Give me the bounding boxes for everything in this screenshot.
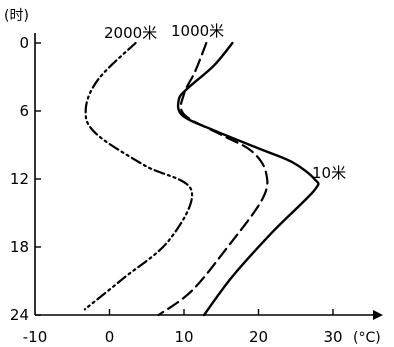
series-lines — [83, 41, 320, 317]
y-tick-label: 12 — [10, 170, 29, 188]
y-tick-label: 0 — [19, 34, 29, 52]
x-tick-label: 0 — [105, 328, 115, 346]
labels: 0 6 12 18 24 -10 0 10 20 30 (时) (°C) 10米 1000米 2000米 — [4, 8, 381, 346]
x-tick-label: 30 — [323, 328, 342, 346]
x-axis-arrow — [373, 310, 383, 320]
x-axis-unit: (°C) — [353, 330, 381, 346]
series-line-1000米 — [157, 41, 269, 317]
y-axis-unit: (时) — [4, 8, 29, 24]
y-tick-label: 24 — [10, 306, 29, 324]
x-tick-label: 10 — [174, 328, 193, 346]
series-label: 2000米 — [104, 24, 157, 42]
series-line-10米 — [176, 41, 320, 317]
series-line-2000米 — [83, 41, 194, 311]
y-tick-label: 6 — [19, 102, 29, 120]
y-tick-label: 18 — [10, 238, 29, 256]
x-tick-label: -10 — [23, 328, 48, 346]
series-label: 1000米 — [171, 22, 224, 40]
series-label: 10米 — [312, 164, 346, 182]
x-tick-label: 20 — [249, 328, 268, 346]
